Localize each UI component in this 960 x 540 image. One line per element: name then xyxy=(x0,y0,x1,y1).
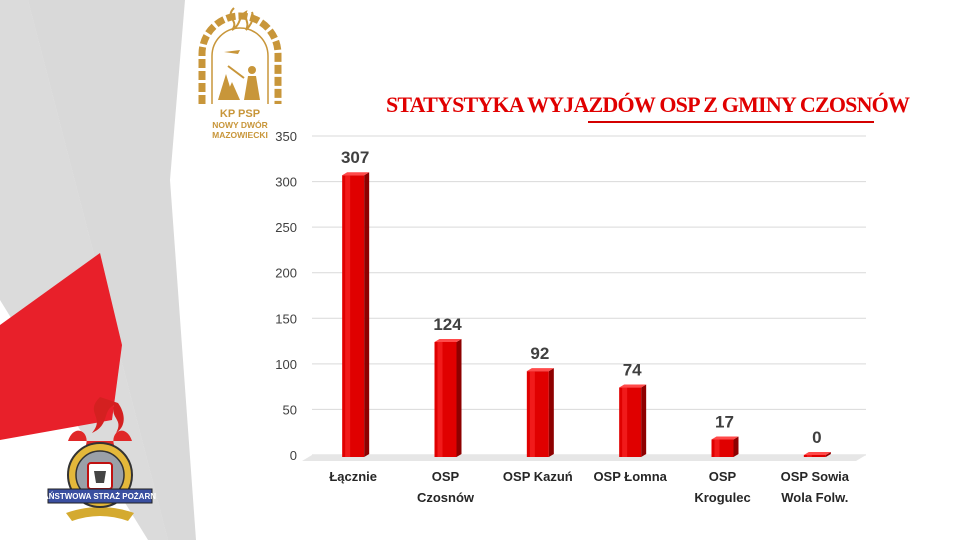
bar xyxy=(434,338,462,457)
bar-side xyxy=(364,172,370,458)
title-underline xyxy=(588,121,874,123)
data-label: 92 xyxy=(530,344,549,363)
kp-psp-logo: KP PSP NOWY DWÓR MAZOWIECKI xyxy=(198,7,282,140)
bar-top xyxy=(711,436,739,440)
bar-top xyxy=(434,338,462,342)
y-tick-label: 100 xyxy=(275,357,297,372)
category-label: OSP Sowia Wola Folw. xyxy=(781,469,850,505)
category-label: Łącznie xyxy=(329,469,377,484)
psp-emblem: PAŃSTWOWA STRAŻ POŻARNA xyxy=(44,397,156,521)
bar-top xyxy=(526,368,554,372)
y-tick-label: 200 xyxy=(275,266,297,281)
logo-line2: NOWY DWÓR xyxy=(212,119,268,130)
y-tick-label: 300 xyxy=(275,175,297,190)
bar-front xyxy=(803,455,826,457)
y-tick-label: 0 xyxy=(290,448,297,463)
emblem-text: PAŃSTWOWA STRAŻ POŻARNA xyxy=(44,492,156,501)
y-tick-label: 150 xyxy=(275,311,297,326)
bar-side xyxy=(456,338,462,457)
bar xyxy=(803,452,831,457)
category-label: OSP Łomna xyxy=(593,469,667,484)
y-tick-label: 50 xyxy=(283,402,297,417)
bar-side xyxy=(641,384,647,457)
data-label: 17 xyxy=(715,413,734,432)
bar-highlight xyxy=(714,439,720,457)
logo-line1: KP PSP xyxy=(220,108,260,120)
bar-side xyxy=(548,368,554,457)
category-label: OSP Czosnów xyxy=(417,469,475,505)
red-stripe xyxy=(0,253,122,440)
data-label: 124 xyxy=(433,315,462,334)
y-tick-label: 250 xyxy=(275,220,297,235)
data-label: 74 xyxy=(623,361,642,380)
y-tick-label: 350 xyxy=(275,129,297,144)
bar-highlight xyxy=(622,387,628,457)
bar-highlight xyxy=(437,341,443,457)
bar xyxy=(711,436,739,457)
category-label: OSP Krogulec xyxy=(694,469,750,505)
bar-top xyxy=(803,452,831,455)
bar-highlight xyxy=(806,455,812,457)
gray-stripe-light xyxy=(28,0,196,540)
logo-line3: MAZOWIECKI xyxy=(212,130,268,140)
bar xyxy=(342,172,370,458)
data-label: 0 xyxy=(812,428,821,447)
bar-top xyxy=(619,384,647,388)
bar xyxy=(526,368,554,457)
category-label: OSP Kazuń xyxy=(503,469,573,484)
data-label: 307 xyxy=(341,148,369,167)
bar-side xyxy=(733,436,739,457)
chart-floor xyxy=(302,455,866,461)
bar-top xyxy=(342,172,370,176)
bar xyxy=(619,384,647,457)
bar-highlight xyxy=(529,371,535,457)
bar-side xyxy=(825,452,831,457)
bar-highlight xyxy=(345,175,351,458)
chart-title: STATYSTYKA WYJAZDÓW OSP Z GMINY CZOSNÓW xyxy=(386,92,910,117)
